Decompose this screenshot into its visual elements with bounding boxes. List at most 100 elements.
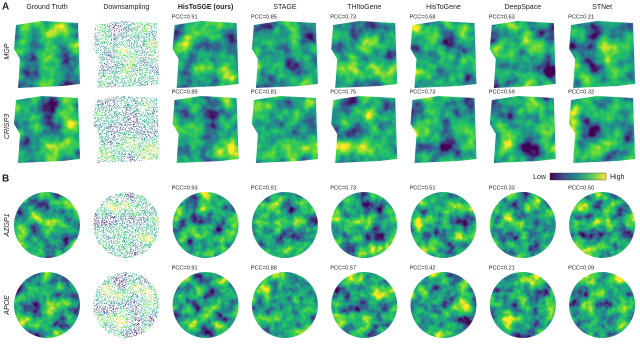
- expression-map: [251, 96, 318, 163]
- pcc-label: PCC=0.81: [251, 89, 277, 95]
- expression-texture: [489, 21, 556, 88]
- expression-texture: [489, 96, 556, 163]
- pcc-label: PCC=0.73: [330, 185, 356, 191]
- expression-texture: [331, 21, 398, 88]
- expression-map: [489, 192, 556, 258]
- expression-texture: [569, 192, 636, 258]
- pcc-label: PCC=0.59: [489, 89, 515, 95]
- expression-texture: [331, 96, 398, 163]
- expression-map: [14, 272, 80, 338]
- expression-texture: [93, 96, 160, 163]
- pcc-label: PCC=0.57: [330, 265, 356, 271]
- pcc-label: PCC=0.89: [172, 89, 198, 95]
- column-header: HisToSGE (ours): [178, 4, 233, 11]
- expression-map: [172, 272, 239, 339]
- pcc-label: PCC=0.68: [410, 14, 436, 20]
- expression-map: [410, 96, 477, 163]
- expression-texture: [172, 21, 239, 88]
- pcc-label: PCC=0.85: [251, 14, 277, 20]
- expression-map: [93, 21, 160, 88]
- expression-texture: [489, 272, 556, 339]
- expression-texture: [93, 272, 160, 339]
- expression-texture: [14, 192, 80, 258]
- expression-texture: [410, 96, 477, 163]
- expression-map: [331, 21, 398, 88]
- expression-map: [251, 192, 318, 258]
- pcc-label: PCC=0.32: [568, 89, 594, 95]
- column-header: Downsampling: [103, 4, 149, 11]
- column-header: STNet: [592, 4, 612, 11]
- expression-map: [569, 272, 636, 339]
- expression-map: [14, 96, 80, 163]
- expression-map: [331, 96, 398, 163]
- pcc-label: PCC=0.09: [568, 265, 594, 271]
- expression-texture: [93, 192, 160, 258]
- pcc-label: PCC=0.73: [330, 14, 356, 20]
- expression-map: [331, 192, 398, 258]
- expression-texture: [251, 272, 318, 339]
- expression-texture: [410, 192, 477, 258]
- expression-texture: [569, 96, 636, 163]
- expression-texture: [331, 192, 398, 258]
- expression-map: [251, 21, 318, 88]
- expression-map: [410, 21, 477, 88]
- pcc-label: PCC=0.91: [172, 14, 198, 20]
- expression-map: [93, 192, 160, 258]
- pcc-label: PCC=0.51: [410, 185, 436, 191]
- expression-map: [251, 272, 318, 339]
- expression-map: [410, 272, 477, 339]
- expression-map: [93, 96, 160, 163]
- expression-texture: [569, 272, 636, 339]
- expression-texture: [410, 21, 477, 88]
- expression-texture: [172, 192, 239, 258]
- pcc-label: PCC=0.91: [172, 265, 198, 271]
- pcc-label: PCC=0.21: [568, 14, 594, 20]
- gene-label: CRISP3: [4, 114, 11, 139]
- pcc-label: PCC=0.88: [251, 265, 277, 271]
- expression-texture: [251, 192, 318, 258]
- colorbar-low: Low: [533, 174, 547, 181]
- expression-map: [172, 192, 239, 258]
- pcc-label: PCC=0.73: [410, 89, 436, 95]
- pcc-label: PCC=0.42: [410, 265, 436, 271]
- expression-texture: [14, 21, 80, 88]
- expression-map: [93, 272, 160, 339]
- expression-map: [14, 21, 80, 88]
- gene-label: MGP: [4, 43, 11, 59]
- gene-label: AZGP1: [4, 213, 11, 237]
- pcc-label: PCC=0.91: [251, 185, 277, 191]
- expression-map: [331, 272, 398, 339]
- column-header: THItoGene: [347, 4, 381, 11]
- expression-texture: [410, 272, 477, 339]
- panel-label: A: [2, 2, 9, 13]
- expression-texture: [172, 272, 239, 339]
- column-header: HisToGene: [426, 4, 461, 11]
- expression-texture: [569, 21, 636, 88]
- expression-map: [569, 96, 636, 163]
- expression-texture: [331, 272, 398, 339]
- expression-map: [569, 21, 636, 88]
- gene-label: APOE: [4, 295, 11, 316]
- expression-map: [569, 192, 636, 258]
- expression-texture: [489, 192, 556, 258]
- expression-map: [489, 272, 556, 339]
- pcc-label: PCC=0.33: [489, 185, 515, 191]
- colorbar-high: High: [610, 174, 625, 181]
- expression-map: [489, 96, 556, 163]
- expression-map: [172, 96, 239, 163]
- expression-texture: [251, 96, 318, 163]
- pcc-label: PCC=0.21: [489, 265, 515, 271]
- pcc-label: PCC=0.75: [330, 89, 356, 95]
- expression-map: [410, 192, 477, 258]
- expression-texture: [14, 96, 80, 163]
- pcc-label: PCC=0.63: [489, 14, 515, 20]
- expression-texture: [251, 21, 318, 88]
- column-header: STAGE: [273, 4, 297, 11]
- column-header: DeepSpace: [505, 4, 542, 11]
- panel-label: B: [2, 174, 9, 185]
- expression-texture: [93, 21, 160, 88]
- expression-map: [14, 192, 80, 258]
- expression-texture: [172, 96, 239, 163]
- expression-map: [489, 21, 556, 88]
